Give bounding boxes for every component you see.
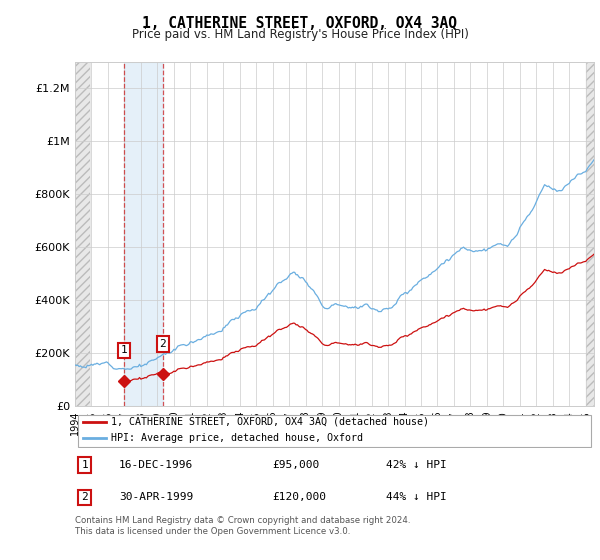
Text: 42% ↓ HPI: 42% ↓ HPI (386, 460, 447, 470)
Text: 2: 2 (81, 492, 88, 502)
Bar (75, 62, 90, 406)
Bar (586, 62, 594, 406)
Text: 2: 2 (160, 339, 166, 349)
Text: 1, CATHERINE STREET, OXFORD, OX4 3AQ (detached house): 1, CATHERINE STREET, OXFORD, OX4 3AQ (de… (112, 417, 430, 427)
Text: 44% ↓ HPI: 44% ↓ HPI (386, 492, 447, 502)
Text: 1: 1 (81, 460, 88, 470)
Bar (75, 62, 90, 406)
Text: Contains HM Land Registry data © Crown copyright and database right 2024.
This d: Contains HM Land Registry data © Crown c… (75, 516, 410, 536)
Text: HPI: Average price, detached house, Oxford: HPI: Average price, detached house, Oxfo… (112, 433, 364, 444)
Bar (124, 62, 163, 406)
Text: 30-APR-1999: 30-APR-1999 (119, 492, 193, 502)
Text: 1: 1 (121, 346, 127, 356)
Text: 16-DEC-1996: 16-DEC-1996 (119, 460, 193, 470)
Text: 1, CATHERINE STREET, OXFORD, OX4 3AQ: 1, CATHERINE STREET, OXFORD, OX4 3AQ (143, 16, 458, 31)
Text: £120,000: £120,000 (272, 492, 326, 502)
Text: Price paid vs. HM Land Registry's House Price Index (HPI): Price paid vs. HM Land Registry's House … (131, 28, 469, 41)
Bar (586, 62, 594, 406)
FancyBboxPatch shape (77, 414, 592, 447)
Text: £95,000: £95,000 (272, 460, 319, 470)
